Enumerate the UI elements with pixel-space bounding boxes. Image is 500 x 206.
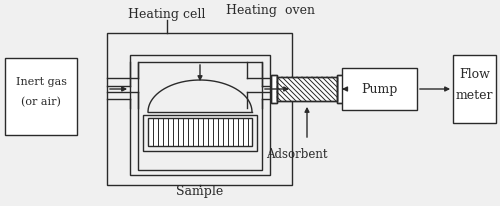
Bar xyxy=(337,75,343,103)
Text: Flow: Flow xyxy=(459,69,490,82)
Bar xyxy=(342,68,417,110)
Bar xyxy=(453,55,496,123)
Bar xyxy=(277,77,337,101)
Bar xyxy=(277,77,337,101)
Bar xyxy=(5,58,77,135)
Bar xyxy=(271,75,277,103)
Bar xyxy=(138,62,262,170)
Text: Inert gas: Inert gas xyxy=(16,77,66,87)
Text: Sample: Sample xyxy=(176,185,224,199)
Bar xyxy=(148,118,252,146)
Text: Heating  oven: Heating oven xyxy=(226,4,314,16)
Bar xyxy=(130,55,270,175)
Bar xyxy=(143,115,257,151)
Bar xyxy=(271,75,277,103)
Text: Pump: Pump xyxy=(362,82,398,96)
Text: meter: meter xyxy=(456,89,493,102)
Text: Adsorbent: Adsorbent xyxy=(266,149,328,162)
Bar xyxy=(337,75,343,103)
Text: (or air): (or air) xyxy=(21,97,61,107)
Text: Heating cell: Heating cell xyxy=(128,7,206,21)
Bar xyxy=(107,33,292,185)
